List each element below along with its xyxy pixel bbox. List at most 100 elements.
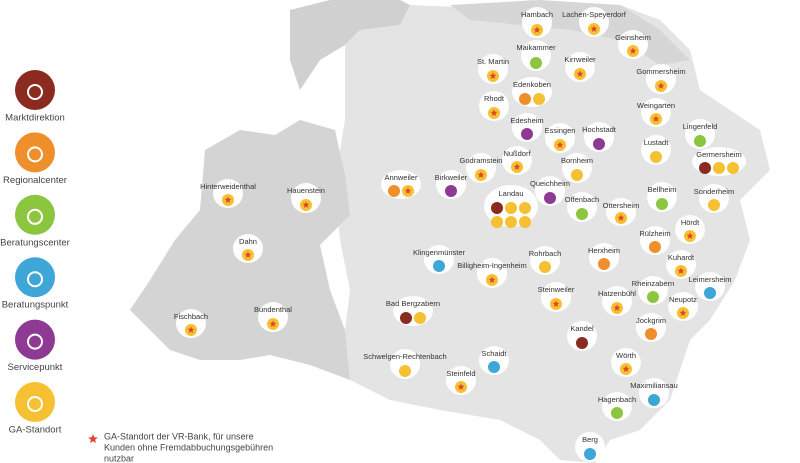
marker-star xyxy=(269,320,277,327)
place-label: Edesheim xyxy=(510,116,543,125)
place-label: Weingarten xyxy=(637,101,675,110)
place-label: Bornheim xyxy=(561,156,593,165)
marker xyxy=(491,202,503,214)
pin-bubble xyxy=(522,7,552,38)
place-label: Geinsheim xyxy=(615,33,651,42)
place-label: Germersheim xyxy=(696,150,741,159)
legend-label: GA-Standort xyxy=(9,425,62,436)
place-markers: Hambach Lachen-Speyerdorf Geinsheim Maikamm… xyxy=(174,7,746,462)
place-label: Hambach xyxy=(521,10,553,19)
pin-bubble xyxy=(640,226,670,255)
place-label: Berg xyxy=(582,435,598,444)
place-label: Maikammer xyxy=(516,43,556,52)
pin-bubble xyxy=(565,52,595,82)
pin-bubble xyxy=(647,182,677,212)
pin-bubble xyxy=(685,119,715,149)
legend-icon-glyph xyxy=(27,271,43,288)
legend-label: Marktdirektion xyxy=(5,113,65,124)
place-label: Birkweiler xyxy=(435,173,468,182)
place-label: Maximiliansau xyxy=(630,381,678,390)
place-label: Rheinzabern xyxy=(632,279,675,288)
footnote-text: Kunden ohne Fremdabbuchungsgebühren xyxy=(104,442,273,452)
marker xyxy=(611,407,623,419)
pin-bubble xyxy=(641,135,671,165)
place-label: Rülzheim xyxy=(639,229,670,238)
place-label: Queichheim xyxy=(530,179,570,188)
legend-label: Regionalcenter xyxy=(3,175,67,186)
place-label: Jockgrim xyxy=(636,316,666,325)
marker xyxy=(727,162,739,174)
marker xyxy=(388,185,400,197)
marker-star xyxy=(576,70,584,77)
marker xyxy=(584,448,596,460)
pin-bubble xyxy=(602,286,632,316)
place-label: Bellheim xyxy=(648,185,677,194)
pin-bubble xyxy=(478,54,508,84)
place-label: Neupotz xyxy=(669,295,697,304)
marker xyxy=(656,198,668,210)
marker xyxy=(488,361,500,373)
place-label: Hördt xyxy=(681,218,700,227)
marker xyxy=(571,169,583,181)
marker-star xyxy=(490,109,498,116)
pin-bubble xyxy=(675,215,705,244)
place-label: Kirrweiler xyxy=(564,55,596,64)
pin-bubble xyxy=(567,321,597,351)
place-label: Steinfeld xyxy=(446,369,475,378)
legend-icon xyxy=(15,319,55,360)
marker xyxy=(593,138,605,150)
marker-star xyxy=(556,141,564,148)
legend-icon xyxy=(15,382,55,422)
place-label: Dahn xyxy=(239,237,257,246)
pin-bubble xyxy=(618,30,648,59)
place-label: Kandel xyxy=(570,324,594,333)
marker xyxy=(505,202,517,214)
place-label: Landau xyxy=(498,189,523,198)
place-label: Ottersheim xyxy=(603,201,640,210)
legend-icon xyxy=(15,257,55,298)
legend-label: Beratungspunkt xyxy=(2,300,69,311)
marker-star xyxy=(533,26,541,33)
marker-star xyxy=(187,326,195,333)
footnote-star xyxy=(88,434,98,443)
marker xyxy=(648,394,660,406)
pin-bubble xyxy=(695,272,725,301)
marker xyxy=(519,202,531,214)
pin-bubble xyxy=(639,378,669,408)
marker xyxy=(647,291,659,303)
marker-star xyxy=(679,309,687,316)
pin-bubble xyxy=(479,346,509,375)
place-label: Rhodt xyxy=(484,94,505,103)
place-label: Kuhardt xyxy=(668,253,695,262)
marker xyxy=(533,93,545,105)
place-label: Bad Bergzabern xyxy=(386,299,440,308)
place-label: Fischbach xyxy=(174,312,208,321)
place-label: Rohrbach xyxy=(529,249,562,258)
marker-star xyxy=(488,276,496,283)
place-label: Godramstein xyxy=(460,156,503,165)
place-label: Klingenmünster xyxy=(413,248,466,257)
pin-bubble xyxy=(589,243,619,272)
marker-star xyxy=(457,383,465,390)
marker xyxy=(576,208,588,220)
legend: Marktdirektion Regionalcenter Beratungscen… xyxy=(0,70,273,463)
marker xyxy=(505,216,517,228)
place-label: Hochstadt xyxy=(582,125,617,134)
pin-bubble xyxy=(424,245,454,274)
place-label: Herxheim xyxy=(588,246,620,255)
place-label: Hinterweidenthal xyxy=(200,182,256,191)
place-label: Schwelgen-Rechtenbach xyxy=(363,352,446,361)
marker xyxy=(598,258,610,270)
marker xyxy=(539,261,551,273)
place-label: Wörth xyxy=(616,351,636,360)
legend-icon-glyph xyxy=(27,84,43,100)
marker-star xyxy=(686,232,694,239)
marker xyxy=(694,135,706,147)
marker-star xyxy=(244,251,252,258)
marker xyxy=(645,328,657,340)
marker-star xyxy=(513,163,521,170)
pin-bubble xyxy=(579,7,609,37)
legend-icon-glyph xyxy=(27,208,43,225)
place-label: Sonderheim xyxy=(694,187,734,196)
